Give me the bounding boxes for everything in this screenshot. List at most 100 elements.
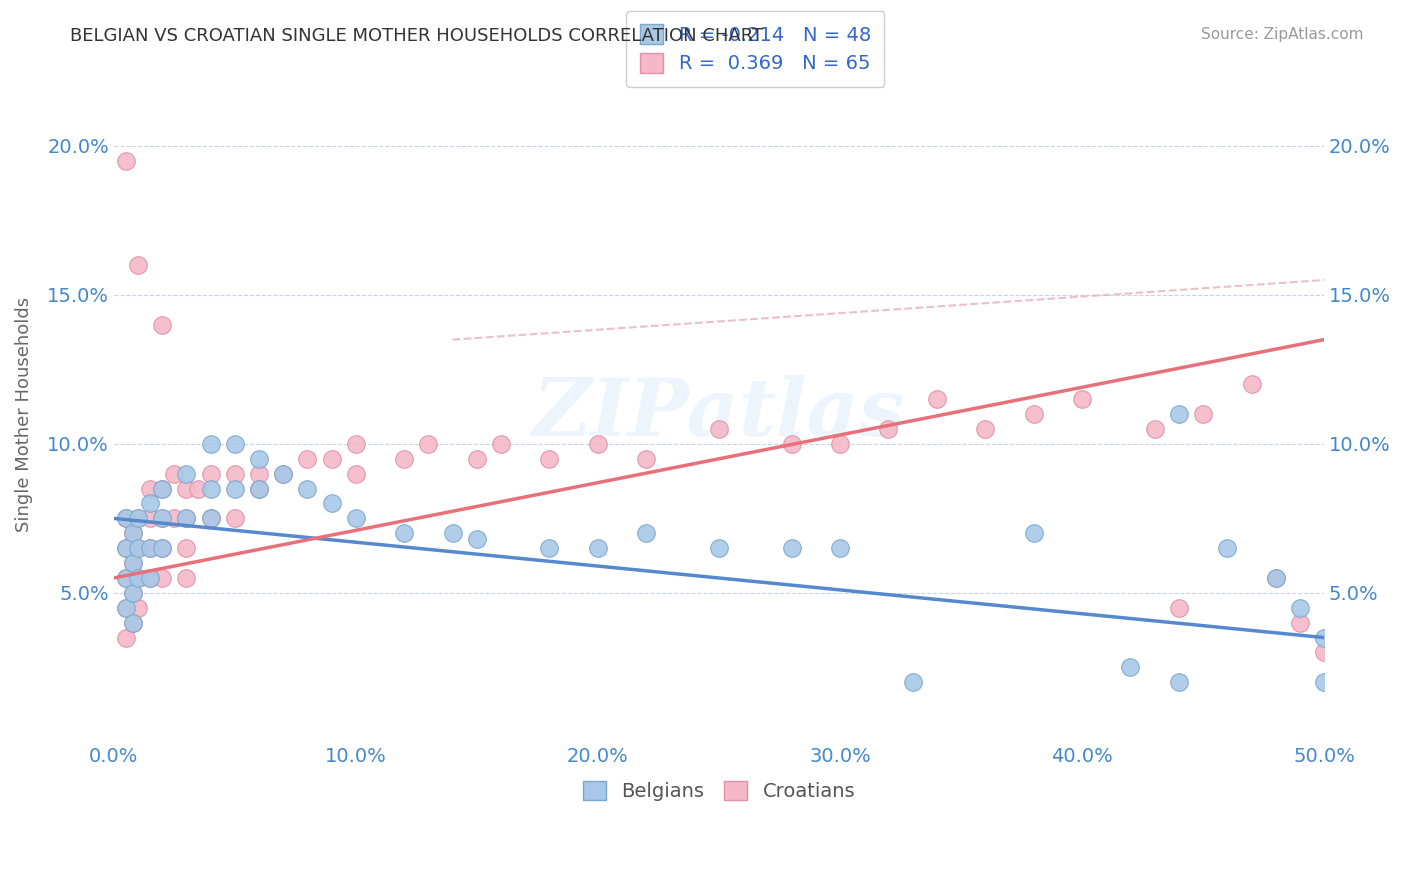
Point — [271, 467, 294, 481]
Point — [115, 511, 138, 525]
Point — [127, 511, 149, 525]
Point — [636, 451, 658, 466]
Point — [127, 541, 149, 556]
Point — [707, 422, 730, 436]
Point — [974, 422, 997, 436]
Point — [115, 571, 138, 585]
Point — [115, 541, 138, 556]
Point — [1022, 526, 1045, 541]
Point — [828, 437, 851, 451]
Point — [139, 571, 162, 585]
Point — [321, 451, 343, 466]
Point — [1022, 407, 1045, 421]
Point — [187, 482, 209, 496]
Point — [877, 422, 900, 436]
Point — [176, 482, 198, 496]
Point — [1313, 631, 1336, 645]
Point — [150, 482, 173, 496]
Point — [150, 482, 173, 496]
Point — [150, 541, 173, 556]
Point — [200, 482, 222, 496]
Point — [465, 533, 488, 547]
Point — [127, 258, 149, 272]
Point — [139, 511, 162, 525]
Point — [1167, 407, 1189, 421]
Point — [707, 541, 730, 556]
Point — [200, 437, 222, 451]
Point — [1313, 645, 1336, 659]
Point — [115, 541, 138, 556]
Point — [122, 556, 145, 570]
Point — [200, 511, 222, 525]
Point — [150, 541, 173, 556]
Point — [122, 586, 145, 600]
Point — [418, 437, 440, 451]
Point — [780, 437, 803, 451]
Point — [1192, 407, 1215, 421]
Point — [115, 153, 138, 168]
Point — [1264, 571, 1286, 585]
Point — [139, 541, 162, 556]
Point — [176, 511, 198, 525]
Point — [176, 541, 198, 556]
Point — [1313, 675, 1336, 690]
Point — [297, 451, 319, 466]
Point — [115, 631, 138, 645]
Text: BELGIAN VS CROATIAN SINGLE MOTHER HOUSEHOLDS CORRELATION CHART: BELGIAN VS CROATIAN SINGLE MOTHER HOUSEH… — [70, 27, 763, 45]
Point — [122, 586, 145, 600]
Point — [1167, 675, 1189, 690]
Point — [297, 482, 319, 496]
Point — [176, 467, 198, 481]
Point — [247, 451, 270, 466]
Text: Source: ZipAtlas.com: Source: ZipAtlas.com — [1201, 27, 1364, 42]
Point — [150, 511, 173, 525]
Point — [901, 675, 924, 690]
Point — [344, 437, 367, 451]
Point — [1240, 377, 1263, 392]
Legend: Belgians, Croatians: Belgians, Croatians — [572, 771, 865, 811]
Point — [127, 571, 149, 585]
Point — [1167, 600, 1189, 615]
Point — [163, 467, 186, 481]
Text: ZIPatlas: ZIPatlas — [533, 376, 905, 453]
Point — [127, 541, 149, 556]
Point — [122, 615, 145, 630]
Point — [139, 541, 162, 556]
Point — [122, 526, 145, 541]
Point — [538, 451, 561, 466]
Point — [586, 541, 609, 556]
Point — [394, 451, 416, 466]
Point — [321, 496, 343, 510]
Point — [538, 541, 561, 556]
Point — [115, 600, 138, 615]
Point — [139, 571, 162, 585]
Point — [465, 451, 488, 466]
Point — [247, 467, 270, 481]
Point — [115, 511, 138, 525]
Point — [344, 511, 367, 525]
Point — [150, 318, 173, 332]
Point — [127, 600, 149, 615]
Point — [586, 437, 609, 451]
Point — [489, 437, 512, 451]
Point — [441, 526, 464, 541]
Point — [247, 482, 270, 496]
Point — [224, 437, 246, 451]
Point — [127, 511, 149, 525]
Point — [139, 496, 162, 510]
Point — [224, 511, 246, 525]
Point — [139, 482, 162, 496]
Point — [344, 467, 367, 481]
Point — [1071, 392, 1094, 407]
Point — [176, 571, 198, 585]
Point — [224, 482, 246, 496]
Point — [925, 392, 948, 407]
Point — [176, 511, 198, 525]
Point — [394, 526, 416, 541]
Point — [122, 556, 145, 570]
Point — [122, 526, 145, 541]
Point — [1289, 600, 1312, 615]
Point — [122, 615, 145, 630]
Point — [1143, 422, 1166, 436]
Point — [150, 511, 173, 525]
